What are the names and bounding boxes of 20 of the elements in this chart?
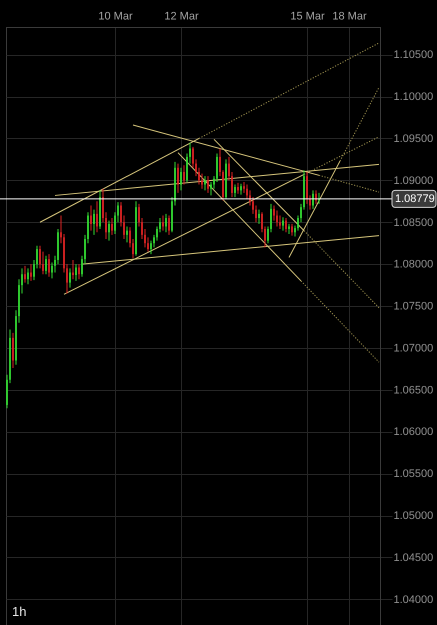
y-tick-label: 1.10000 (394, 91, 434, 104)
y-tick-label: 1.06500 (394, 384, 434, 396)
y-tick-label: 1.08500 (394, 216, 434, 229)
y-tick-label: 1.07500 (394, 300, 434, 313)
y-tick-label: 1.09500 (394, 132, 434, 145)
y-tick-label: 1.04500 (394, 552, 434, 564)
x-tick-label: 15 Mar (290, 10, 325, 22)
y-tick-label: 1.09000 (394, 174, 434, 187)
y-tick-label: 1.10500 (394, 49, 434, 62)
x-tick-label: 10 Mar (98, 10, 133, 22)
x-tick-label: 12 Mar (164, 10, 199, 22)
x-tick-label: 18 Mar (332, 10, 367, 22)
y-tick-label: 1.05000 (394, 510, 434, 522)
annotation: 1h (12, 604, 26, 619)
ref-line-label: 1.08779 (395, 192, 435, 205)
y-tick-label: 1.06000 (394, 426, 434, 438)
y-tick-label: 1.04000 (394, 594, 434, 606)
y-tick-label: 1.07000 (394, 342, 434, 354)
y-tick-label: 1.08000 (394, 258, 434, 271)
y-tick-label: 1.05500 (394, 468, 434, 480)
